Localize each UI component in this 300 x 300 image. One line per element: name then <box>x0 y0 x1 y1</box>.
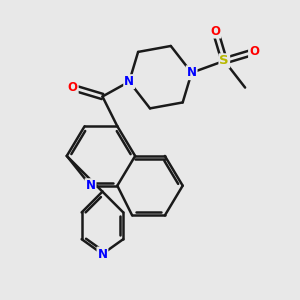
Text: N: N <box>98 248 107 260</box>
Text: O: O <box>249 45 259 58</box>
Text: N: N <box>124 75 134 88</box>
Text: O: O <box>210 25 220 38</box>
Text: S: S <box>220 54 229 67</box>
Text: N: N <box>187 66 196 79</box>
Text: O: O <box>68 81 78 94</box>
Text: N: N <box>85 179 96 192</box>
